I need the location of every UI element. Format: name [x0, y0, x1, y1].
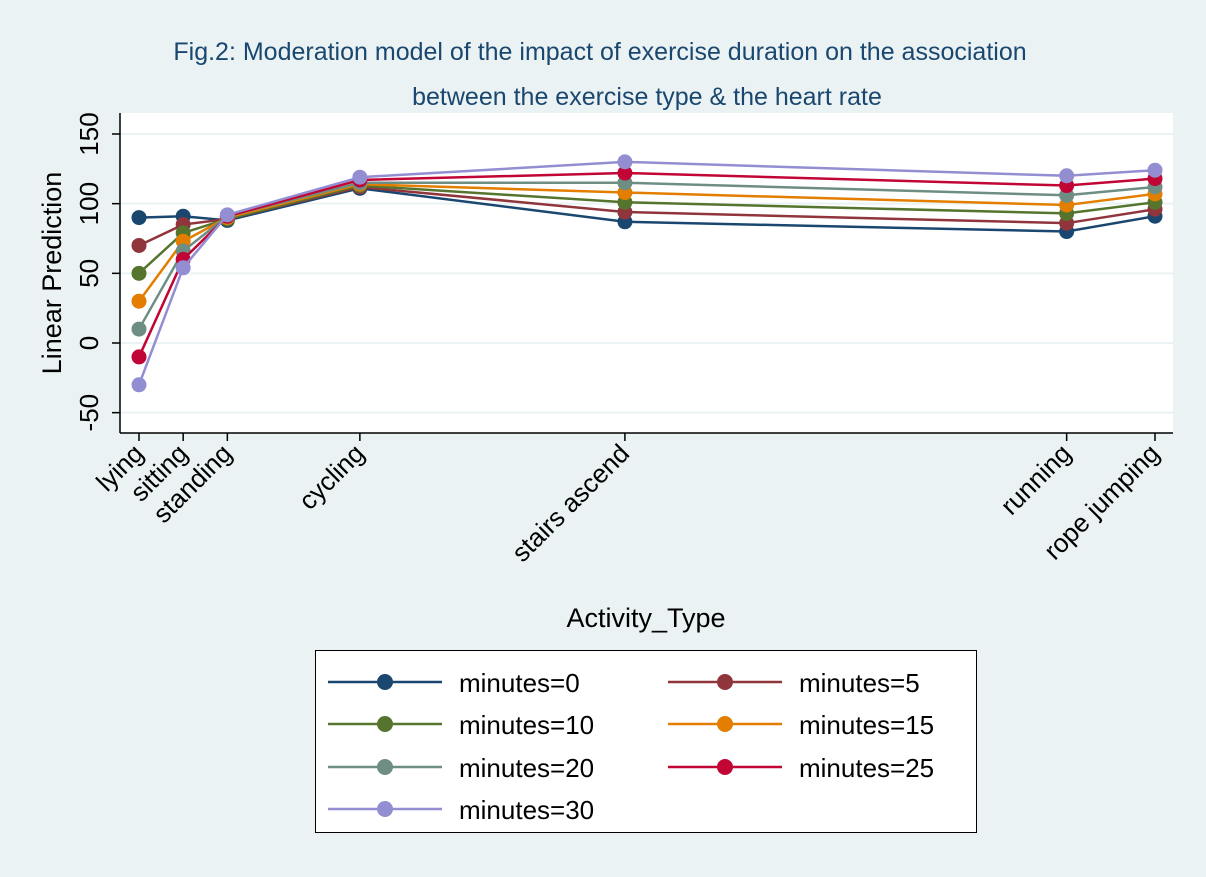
legend-label: minutes=5	[799, 668, 920, 698]
data-point	[617, 154, 633, 170]
legend-swatch	[328, 716, 442, 732]
x-tick-label: cycling	[293, 438, 370, 515]
data-point	[1059, 168, 1075, 184]
x-tick-label: running	[994, 438, 1077, 521]
legend-label: minutes=20	[459, 753, 595, 783]
data-point	[131, 237, 147, 253]
data-point	[131, 265, 147, 281]
data-point	[131, 377, 147, 393]
legend-label: minutes=15	[799, 710, 935, 740]
legend-label: minutes=0	[459, 668, 580, 698]
data-point	[352, 169, 368, 185]
data-point	[131, 349, 147, 365]
data-point	[131, 293, 147, 309]
y-tick-label: 100	[74, 182, 104, 225]
legend-swatch	[328, 674, 442, 690]
legend-label: minutes=25	[799, 753, 935, 783]
legend-swatch	[668, 716, 782, 732]
legend-label: minutes=30	[459, 795, 595, 825]
legend-item: minutes=10	[328, 704, 648, 744]
chart-subtitle: between the exercise type & the heart ra…	[412, 83, 882, 111]
series-minutes=30	[131, 154, 1163, 393]
y-tick-label: 0	[74, 336, 104, 350]
legend-item: minutes=20	[328, 747, 648, 787]
data-point	[1147, 162, 1163, 178]
chart-title: Fig.2: Moderation model of the impact of…	[173, 38, 1027, 66]
legend-swatch	[328, 759, 442, 775]
series-group	[131, 154, 1163, 393]
legend-swatch	[668, 674, 782, 690]
x-axis-label: Activity_Type	[566, 603, 725, 633]
legend-swatch	[328, 801, 442, 817]
legend: minutes=0 minutes=5 minutes=10 minutes=15 mi…	[315, 650, 977, 833]
x-tick-label: stairs ascend	[506, 438, 636, 568]
legend-label: minutes=10	[459, 710, 595, 740]
legend-item: minutes=5	[668, 662, 988, 702]
data-point	[617, 165, 633, 181]
legend-item: minutes=25	[668, 747, 988, 787]
y-tick-label: 150	[74, 112, 104, 155]
y-axis-label: Linear Prediction	[37, 172, 67, 375]
legend-item: minutes=15	[668, 704, 988, 744]
data-point	[219, 207, 235, 223]
data-point	[131, 321, 147, 337]
legend-item: minutes=0	[328, 662, 648, 702]
legend-swatch	[668, 759, 782, 775]
y-tick-label: 50	[74, 259, 104, 288]
legend-item: minutes=30	[328, 789, 648, 829]
data-point	[131, 210, 147, 226]
y-tick-label: -50	[74, 394, 104, 432]
data-point	[175, 260, 191, 276]
